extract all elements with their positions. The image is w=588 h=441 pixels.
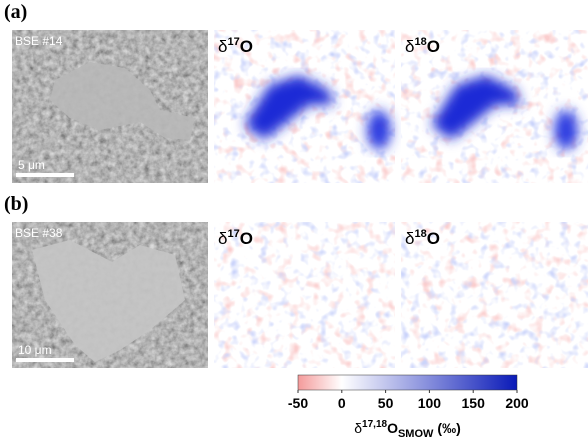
anomaly-shape xyxy=(431,75,521,140)
map-noise xyxy=(214,222,395,368)
scale-bar-label: 10 μm xyxy=(18,343,52,357)
anomaly xyxy=(244,75,391,150)
map-noise xyxy=(401,30,588,183)
map-title: δ18O xyxy=(405,228,440,248)
map-title-element: O xyxy=(240,37,253,56)
scale-bar xyxy=(16,173,74,177)
map-title-symbol: δ xyxy=(218,229,227,248)
anomaly-shape xyxy=(244,75,334,140)
colorbar xyxy=(297,374,518,391)
colorbar-label: δ17,18OSMOW (‰) xyxy=(354,419,461,440)
colorbar-tick-label: 0 xyxy=(338,395,346,411)
panel-label: (b) xyxy=(4,193,28,215)
map-title-mass: 17 xyxy=(227,36,239,48)
anomaly-shape xyxy=(554,110,578,150)
bse-label: BSE #14 xyxy=(15,34,63,48)
anomaly-shape xyxy=(367,110,391,150)
label-symbol: δ xyxy=(354,420,362,436)
map-title-element: O xyxy=(427,37,440,56)
map-title: δ17O xyxy=(218,228,253,248)
colorbar-tick-label: 50 xyxy=(378,395,394,411)
scale-bar-label: 5 μm xyxy=(18,158,45,172)
colorbar-tick-label: 150 xyxy=(462,395,486,411)
label-element: O xyxy=(387,420,398,436)
colorbar-tick-label: 100 xyxy=(418,395,442,411)
label-mass: 17,18 xyxy=(362,419,387,430)
scale-bar xyxy=(16,358,74,362)
bse-label: BSE #38 xyxy=(15,226,63,240)
map-title-symbol: δ xyxy=(405,37,414,56)
anomaly xyxy=(431,75,578,150)
map-title-mass: 18 xyxy=(414,36,426,48)
colorbar-tick-label: 200 xyxy=(505,395,529,411)
map-title-element: O xyxy=(240,229,253,248)
label-unit: (‰) xyxy=(437,420,460,436)
map-title-symbol: δ xyxy=(405,229,414,248)
map-title-mass: 18 xyxy=(414,228,426,240)
panel-label: (a) xyxy=(4,1,27,23)
map-title-symbol: δ xyxy=(218,37,227,56)
map-title-mass: 17 xyxy=(227,228,239,240)
colorbar-tick-label: -50 xyxy=(288,395,308,411)
label-subscript: SMOW xyxy=(398,428,434,440)
map-noise xyxy=(401,222,588,368)
map-title: δ18O xyxy=(405,36,440,56)
grain xyxy=(50,62,195,140)
grain xyxy=(32,240,185,362)
map-title: δ17O xyxy=(218,36,253,56)
map-title-element: O xyxy=(427,229,440,248)
